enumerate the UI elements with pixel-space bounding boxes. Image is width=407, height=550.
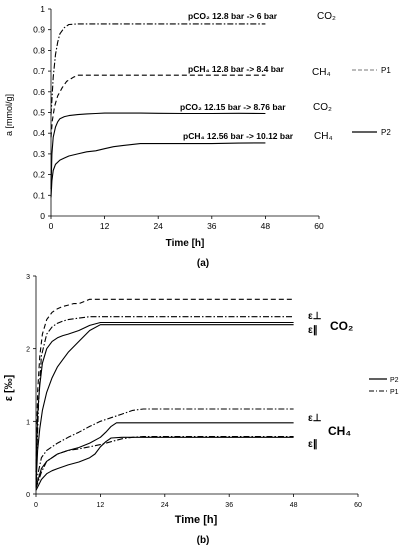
x-tick-label: 24 <box>153 221 163 231</box>
series-line-b-1 <box>35 316 294 480</box>
label-co2-gas: CO₂ <box>330 319 353 333</box>
series-line-b-5 <box>35 436 294 489</box>
x-tick-label: 48 <box>290 502 298 509</box>
series-line-b-3 <box>35 324 294 487</box>
label-ch4-eps-par: ε∥ <box>308 439 318 450</box>
label-ch4-gas: CH₄ <box>328 424 351 438</box>
x-tick-label: 12 <box>100 221 110 231</box>
x-tick-label: 60 <box>314 221 324 231</box>
annotation-co2-p1-gas: CO₂ <box>317 11 336 22</box>
y-tick-label: 0.5 <box>33 108 45 118</box>
panel-b-x-axis-label: Time [h] <box>175 514 218 526</box>
y-tick-label: 0 <box>26 492 30 499</box>
x-tick-label: 0 <box>34 502 38 509</box>
annotation-ch4-p1: pCH₄ 12.8 bar -> 8.4 bar <box>188 64 285 74</box>
x-tick-label: 24 <box>161 502 169 509</box>
panel-b-series <box>35 298 294 491</box>
series-line-b-7 <box>35 436 294 491</box>
annotation-co2-p2-gas: CO₂ <box>313 102 332 113</box>
y-tick-label: 0.8 <box>33 45 45 55</box>
series-line-a-3 <box>50 142 266 198</box>
panel-b-legend: P2 P1 <box>369 377 399 396</box>
panel-a-y-ticks: 0 0.1 0.2 0.3 0.4 0.5 0.6 0.7 0.8 0.9 1 <box>33 4 51 221</box>
y-tick-label: 1 <box>40 4 45 14</box>
annotation-ch4-p1-gas: CH₄ <box>312 67 331 78</box>
x-tick-label: 36 <box>207 221 217 231</box>
panel-a-x-ticks: 0 12 24 36 48 60 <box>49 216 324 231</box>
panel-b-x-ticks: 0 12 24 36 48 60 <box>34 494 362 509</box>
annotation-ch4-p2: pCH₄ 12.56 bar -> 10.12 bar <box>183 131 294 141</box>
panel-b-caption: (b) <box>197 535 210 546</box>
series-line-b-6 <box>35 422 294 487</box>
y-tick-label: 0 <box>40 211 45 221</box>
panel-b-y-ticks: 0 1 2 3 <box>26 274 36 499</box>
annotation-ch4-p2-gas: CH₄ <box>314 131 333 142</box>
legend-b-p1-label: P1 <box>390 389 399 396</box>
y-tick-label: 0.4 <box>33 128 45 138</box>
y-tick-label: 0.9 <box>33 25 45 35</box>
series-line-a-0 <box>50 23 266 115</box>
y-tick-label: 3 <box>26 274 30 281</box>
annotation-co2-p1: pCO₂ 12.8 bar -> 6 bar <box>188 11 278 21</box>
annotation-co2-p2: pCO₂ 12.15 bar -> 8.76 bar <box>180 102 286 112</box>
panel-a-x-axis-label: Time [h] <box>166 238 205 249</box>
panel-a-caption: (a) <box>197 258 209 269</box>
y-tick-label: 1 <box>26 419 30 426</box>
x-tick-label: 48 <box>261 221 271 231</box>
y-tick-label: 0.6 <box>33 87 45 97</box>
legend-b-p2-label: P2 <box>390 377 399 384</box>
series-line-a-1 <box>50 74 266 138</box>
x-tick-label: 60 <box>354 502 362 509</box>
series-line-b-4 <box>35 408 294 484</box>
x-tick-label: 0 <box>49 221 54 231</box>
series-line-a-2 <box>50 112 266 190</box>
panel-b-y-axis-label: ε [‰] <box>3 374 15 401</box>
y-tick-label: 0.3 <box>33 149 45 159</box>
y-tick-label: 0.2 <box>33 170 45 180</box>
x-tick-label: 12 <box>97 502 105 509</box>
legend-p2-label: P2 <box>381 128 391 137</box>
y-tick-label: 0.1 <box>33 190 45 200</box>
panel-a-legend: P1 P2 <box>352 66 391 137</box>
label-co2-eps-par: ε∥ <box>308 325 318 336</box>
panel-a-series <box>50 23 266 198</box>
y-tick-label: 0.7 <box>33 66 45 76</box>
label-co2-eps-perp: ε⊥ <box>308 311 322 322</box>
panel-a-y-axis-label: a [mmol/g] <box>4 94 14 136</box>
x-tick-label: 36 <box>225 502 233 509</box>
label-ch4-eps-perp: ε⊥ <box>308 413 322 424</box>
y-tick-label: 2 <box>26 347 30 354</box>
series-line-b-2 <box>35 321 294 473</box>
panel-a: a [mmol/g] 0 0.1 0.2 0.3 0.4 0.5 0.6 0.7 0.8 0.9 1… <box>4 4 391 269</box>
series-line-b-0 <box>35 298 294 473</box>
legend-p1-label: P1 <box>381 66 391 75</box>
